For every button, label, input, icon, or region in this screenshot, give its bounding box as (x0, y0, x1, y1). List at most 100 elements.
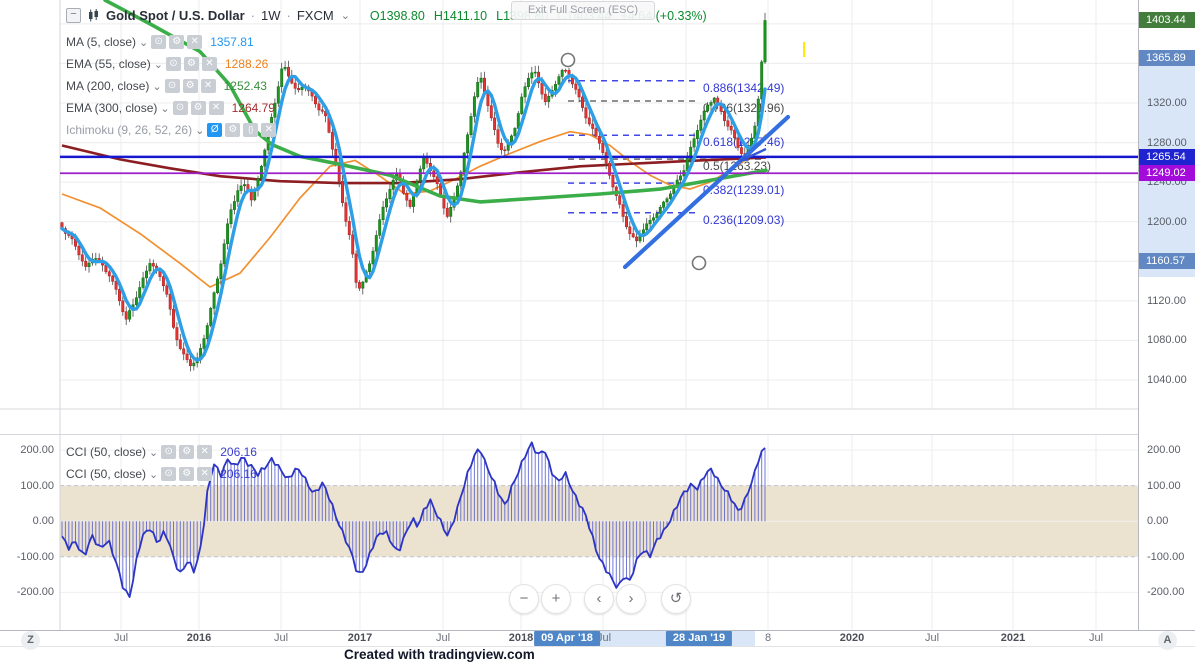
time-axis-label: Jul (113, 632, 129, 644)
settings-icon[interactable]: ⚙ (179, 445, 195, 459)
zoom-out-button[interactable]: − (509, 584, 539, 614)
cci-axis-label: -200.00 (1147, 586, 1185, 599)
settings-icon[interactable]: ⚙ (190, 101, 206, 115)
time-axis-label: Jul (1088, 632, 1104, 644)
scroll-right-button[interactable]: › (616, 584, 646, 614)
indicator-value: 1252.43 (223, 79, 267, 93)
close-icon[interactable]: ✕ (201, 57, 217, 71)
svg-text:0.886(1342.49): 0.886(1342.49) (703, 81, 784, 95)
close-icon[interactable]: ✕ (208, 101, 224, 115)
svg-text:0.382(1239.01): 0.382(1239.01) (703, 183, 784, 197)
time-axis-label: 2016 (186, 632, 212, 644)
close-icon[interactable]: ✕ (261, 123, 277, 137)
exit-fullscreen-tooltip: Exit Full Screen (ESC) (511, 1, 655, 20)
chart-legend-header: − Gold Spot / U.S. Dollar · 1W · FXCM ⌄ … (66, 8, 707, 23)
settings-icon[interactable]: ⚙ (179, 467, 195, 481)
close-icon[interactable]: ✕ (187, 35, 203, 49)
visibility-icon[interactable]: ⊙ (161, 467, 177, 481)
ohlc-o: O1398.80 (369, 8, 425, 23)
symbol-title[interactable]: Gold Spot / U.S. Dollar (106, 8, 245, 23)
time-axis-label: Jul (435, 632, 451, 644)
settings-icon[interactable]: ⚙ (169, 35, 185, 49)
price-badge: 1160.57 (1139, 252, 1195, 269)
indicator-row: MA (200, close) ⌄ ⊙ ⚙ ✕ 1252.43 (66, 75, 276, 97)
indicator-row: EMA (300, close) ⌄ ⊙ ⚙ ✕ 1264.79 (66, 97, 276, 119)
footer-strip: Created with tradingview.com (0, 646, 1195, 664)
interval-label[interactable]: 1W (261, 8, 281, 23)
visibility-icon[interactable]: ⊙ (164, 79, 180, 93)
legend-collapse-button[interactable]: − (66, 8, 81, 23)
price-axis-label: 1040.00 (1147, 374, 1187, 386)
settings-icon[interactable]: ⚙ (225, 123, 241, 137)
price-axis[interactable]: 1360.001240.001320.001280.001200.001120.… (1138, 0, 1195, 644)
cci-axis-label: 0.00 (1147, 515, 1169, 528)
visibility-icon[interactable]: ⊙ (165, 57, 181, 71)
indicator-row: Ichimoku (9, 26, 52, 26) ⌄ Ø ⚙{} ✕ (66, 119, 277, 141)
time-axis[interactable]: Jul 2016 Jul 2017 Jul 2018 Jul 8 2020 Jul 2021 Jul 0… (0, 630, 1195, 647)
indicator-name[interactable]: CCI (50, close) (66, 445, 147, 459)
indicator-name[interactable]: CCI (50, close) (66, 467, 147, 481)
visibility-icon[interactable]: ⊙ (172, 101, 188, 115)
auto-scale-button[interactable]: A (1158, 631, 1177, 650)
visibility-icon[interactable]: Ø (207, 123, 223, 137)
price-axis-label: 1320.00 (1147, 97, 1187, 109)
visibility-icon[interactable]: ⊙ (161, 445, 177, 459)
price-badge: 1249.02 (1139, 165, 1195, 182)
price-axis-label: 1120.00 (1147, 294, 1186, 307)
close-icon[interactable]: ✕ (200, 79, 216, 93)
visibility-icon[interactable]: ⊙ (151, 35, 167, 49)
time-axis-label: 2021 (1000, 632, 1026, 644)
settings-icon[interactable]: ⚙ (183, 57, 199, 71)
price-axis-label: 1280.00 (1147, 136, 1187, 149)
indicator-value: 1288.26 (224, 57, 269, 71)
time-axis-label: Jul (273, 632, 289, 644)
chevron-down-icon[interactable]: ⌄ (149, 468, 159, 481)
indicator-name[interactable]: MA (200, close) (66, 79, 150, 93)
indicator-legend: MA (5, close) ⌄ ⊙ ⚙ ✕ 1357.81 EMA (55, close) ⌄… (66, 31, 277, 141)
indicator-value: 1264.79 (231, 101, 275, 115)
candlestick-symbol-icon (89, 9, 98, 22)
cci-axis-label: -100.00 (1147, 550, 1185, 563)
reset-chart-button[interactable]: ↺ (661, 584, 691, 614)
indicator-name[interactable]: EMA (300, close) (66, 101, 158, 115)
chevron-down-icon[interactable]: ⌄ (340, 10, 350, 22)
cci-axis-label: 200.00 (20, 444, 54, 457)
indicator-name[interactable]: EMA (55, close) (66, 57, 151, 71)
indicator-value: 1357.81 (210, 35, 254, 49)
chevron-down-icon[interactable]: ⌄ (160, 102, 170, 115)
close-icon[interactable]: ✕ (197, 445, 213, 459)
zoom-in-button[interactable]: + (541, 584, 571, 614)
date-badge: 28 Jan '19 (665, 631, 733, 646)
svg-text:0.236(1209.03): 0.236(1209.03) (703, 213, 784, 227)
settings-icon[interactable]: ⚙ (182, 79, 198, 93)
indicator-row: CCI (50, close) ⌄ ⊙ ⚙ ✕ 206.16 (66, 441, 257, 463)
chevron-down-icon[interactable]: ⌄ (139, 36, 149, 49)
chevron-down-icon[interactable]: ⌄ (153, 58, 163, 71)
source-code-icon[interactable]: {} (243, 123, 259, 137)
timezone-button[interactable]: Z (21, 631, 40, 650)
chevron-down-icon[interactable]: ⌄ (149, 446, 159, 459)
cci-axis-label: 100.00 (20, 479, 54, 492)
time-axis-label: 2017 (347, 632, 373, 644)
exchange-label[interactable]: FXCM (296, 8, 334, 23)
chevron-down-icon[interactable]: ⌄ (195, 124, 205, 137)
close-icon[interactable]: ✕ (197, 467, 213, 481)
price-badge: 1265.54 (1139, 148, 1195, 165)
price-badge: 1403.44 (1139, 12, 1195, 29)
indicator-row: MA (5, close) ⌄ ⊙ ⚙ ✕ 1357.81 (66, 31, 276, 53)
time-axis-label: 2018 (508, 632, 534, 644)
indicator-name[interactable]: Ichimoku (9, 26, 52, 26) (66, 123, 193, 137)
cci-axis-label: 100.00 (1147, 479, 1181, 492)
cci-axis-label: -100.00 (16, 550, 54, 563)
indicator-value: 206.16 (220, 445, 257, 459)
time-axis-label: 8 (764, 632, 772, 644)
price-axis-label: 1080.00 (1147, 334, 1187, 347)
chevron-down-icon[interactable]: ⌄ (152, 80, 162, 93)
indicator-value: 206.16 (220, 467, 257, 481)
cci-axis-label: 200.00 (1147, 444, 1181, 457)
indicator-name[interactable]: MA (5, close) (66, 35, 137, 49)
scroll-left-button[interactable]: ‹ (584, 584, 614, 614)
time-axis-label: Jul (924, 632, 940, 644)
